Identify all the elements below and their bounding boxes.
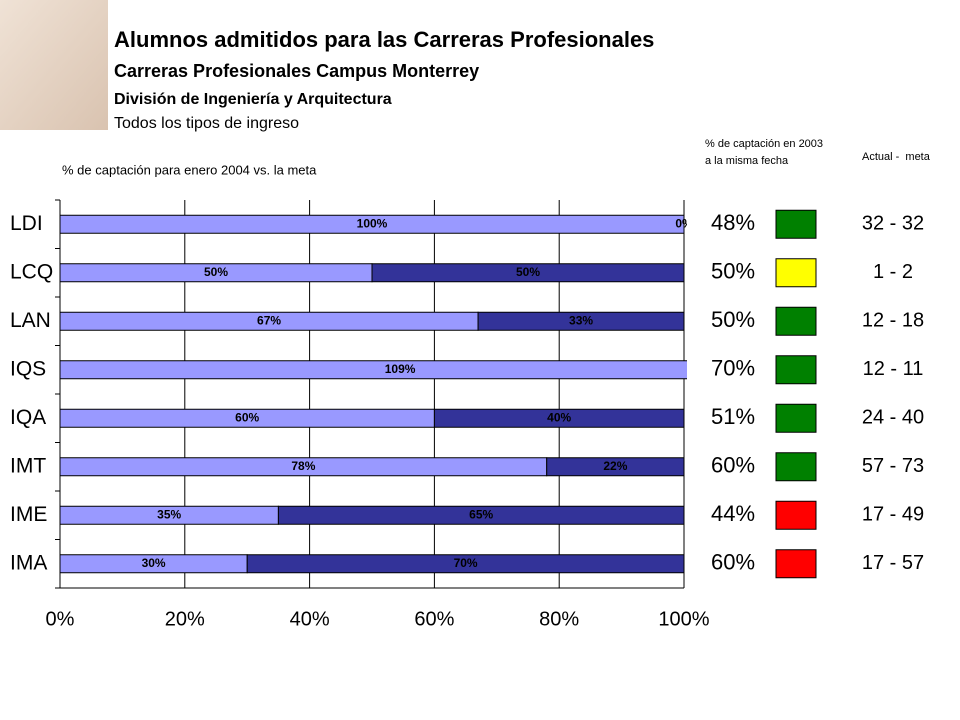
pct-2003: 70% xyxy=(711,356,755,381)
y-tick-label: LAN xyxy=(10,309,51,332)
x-tick-label: 40% xyxy=(290,608,330,630)
data-label: 50% xyxy=(204,265,228,279)
y-tick-label: LCQ xyxy=(10,260,53,283)
data-label: 78% xyxy=(291,459,315,473)
pct-2003: 60% xyxy=(711,550,755,575)
pct-2003: 50% xyxy=(711,259,755,284)
bar xyxy=(60,360,687,380)
x-tick-label: 100% xyxy=(658,608,709,630)
pct-2003: 48% xyxy=(711,210,755,235)
bars: 100% 0% 50% 50% 67% 33% 109% 60% 40% 78% 22% 35% 65%… xyxy=(60,214,693,574)
x-tick-label: 20% xyxy=(165,608,205,630)
pct-2003: 50% xyxy=(711,307,755,332)
data-label: 50% xyxy=(516,265,540,279)
x-tick-label: 80% xyxy=(539,608,579,630)
bar xyxy=(546,457,685,477)
x-tick-label: 0% xyxy=(46,608,75,630)
data-label: 35% xyxy=(157,507,181,521)
status-box xyxy=(775,258,817,288)
subtitle: Carreras Profesionales Campus Monterrey xyxy=(114,61,479,81)
bar xyxy=(277,505,685,525)
pct-2003: 44% xyxy=(711,501,755,526)
data-label: 60% xyxy=(235,410,259,424)
y-tick-label: IME xyxy=(10,503,47,526)
status-box xyxy=(775,500,817,530)
ingreso: Todos los tipos de ingreso xyxy=(114,115,299,132)
status-box xyxy=(775,209,817,239)
actual-meta: 57 - 73 xyxy=(862,455,924,477)
data-label: 33% xyxy=(569,313,593,327)
data-label: 30% xyxy=(142,556,166,570)
data-label: 0% xyxy=(675,216,693,230)
actual-meta: 32 - 32 xyxy=(862,213,924,235)
header-actual: Actual - meta xyxy=(862,151,931,163)
actual-meta: 1 - 2 xyxy=(873,261,913,283)
status-box xyxy=(775,452,817,482)
pct-2003: 51% xyxy=(711,404,755,429)
status-box xyxy=(775,355,817,385)
bar xyxy=(371,263,685,283)
data-label: 70% xyxy=(454,556,478,570)
photo xyxy=(0,0,108,130)
status-box xyxy=(775,403,817,433)
bar xyxy=(60,214,685,234)
y-tick-label: IQA xyxy=(10,406,46,429)
data-label: 65% xyxy=(469,507,493,521)
y-tick-label: IMT xyxy=(10,454,46,477)
status-box xyxy=(775,549,817,579)
division: División de Ingeniería y Arquitectura xyxy=(114,91,392,108)
bar xyxy=(477,311,685,331)
y-tick-label: IMA xyxy=(10,551,47,574)
bar xyxy=(246,554,685,574)
actual-meta: 12 - 11 xyxy=(863,358,924,380)
title: Alumnos admitidos para las Carreras Prof… xyxy=(114,27,654,52)
data-label: 22% xyxy=(603,459,627,473)
header-2003: a la misma fecha xyxy=(705,155,789,167)
y-tick-label: LDI xyxy=(10,212,43,235)
header-2003: % de captación en 2003 xyxy=(705,138,823,150)
data-label: 67% xyxy=(257,313,281,327)
bar xyxy=(433,408,685,428)
actual-meta: 12 - 18 xyxy=(862,310,924,332)
status-box xyxy=(775,306,817,336)
caption: % de captación para enero 2004 vs. la me… xyxy=(62,162,317,177)
data-label: 100% xyxy=(357,216,388,230)
actual-meta: 17 - 49 xyxy=(862,504,924,526)
actual-meta: 17 - 57 xyxy=(862,552,924,574)
y-tick-label: IQS xyxy=(10,357,46,380)
pct-2003: 60% xyxy=(711,453,755,478)
actual-meta: 24 - 40 xyxy=(862,407,924,429)
x-tick-label: 60% xyxy=(414,608,454,630)
data-label: 109% xyxy=(385,362,416,376)
data-label: 40% xyxy=(547,410,571,424)
